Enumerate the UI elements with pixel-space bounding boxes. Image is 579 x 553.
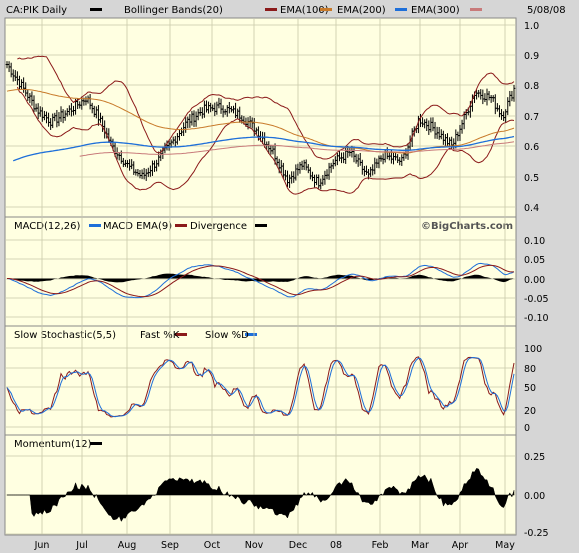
x-tick-label: Jul: [75, 540, 87, 551]
y-tick-label: 0.10: [524, 236, 545, 247]
y-tick-label: 0.00: [524, 275, 545, 286]
y-tick-label: 0.4: [524, 203, 539, 214]
price-legend-swatch: [90, 8, 102, 11]
macd-panel: MACD(12,26) MACD EMA(9) Divergence ©BigC…: [4, 216, 549, 327]
y-tick-label: 0.5: [524, 173, 539, 184]
legend-ema200-swatch: [395, 8, 407, 11]
macd-signal-line: [7, 264, 514, 298]
macd-legend-swatch-1: [89, 224, 101, 227]
y-tick-label: -0.05: [524, 294, 549, 305]
price-y-axis: 1.0 0.9 0.8 0.7 0.6 0.5 0.4: [524, 21, 539, 214]
y-tick-label: -0.10: [524, 313, 549, 324]
legend-ema300: EMA(300): [411, 5, 460, 16]
stoch-legend-1: Fast %K: [140, 330, 180, 341]
price-panel: 1.0 0.9 0.8 0.7 0.6 0.5 0.4: [4, 17, 539, 218]
x-tick-label: Sep: [161, 540, 179, 551]
stoch-legend-2: Slow %D: [205, 330, 249, 341]
macd-divergence-area: [7, 273, 514, 283]
x-tick-label: 08: [330, 540, 342, 551]
y-tick-label: 0.9: [524, 51, 539, 62]
ema300-line: [79, 141, 515, 157]
y-tick-label: 1.0: [524, 21, 539, 32]
macd-lines: [6, 262, 515, 299]
ema200-line: [12, 135, 515, 162]
momentum-y-axis: 0.25 0.00 -0.25: [524, 452, 549, 539]
stochastic-gridlines: [6, 327, 515, 434]
stochastic-panel-bg: [4, 325, 517, 436]
stochastic-lines: [6, 356, 515, 418]
y-tick-label: -0.25: [524, 528, 549, 539]
macd-panel-bg: [4, 216, 517, 327]
x-tick-label: May: [495, 540, 515, 551]
y-tick-label: 0.25: [524, 452, 545, 463]
stoch-legend-swatch-2: [245, 333, 257, 336]
symbol-label: CA:PIK Daily: [6, 5, 67, 16]
stochastic-panel: Slow Stochastic(5,5) Fast %K Slow %D 100…: [4, 325, 542, 436]
watermark: ©BigCharts.com: [421, 221, 513, 232]
x-tick-label: Mar: [411, 540, 429, 551]
macd-line: [6, 262, 515, 299]
x-tick-label: Jun: [34, 540, 50, 551]
bollinger-lower-line: [16, 86, 515, 195]
x-tick-label: Nov: [245, 540, 264, 551]
momentum-legend-swatch: [90, 442, 102, 445]
stochastic-title: Slow Stochastic(5,5): [14, 330, 116, 341]
y-tick-label: 50: [524, 383, 536, 394]
x-tick-label: Feb: [372, 540, 389, 551]
momentum-area: [7, 467, 515, 522]
legend-bollinger: Bollinger Bands(20): [124, 5, 223, 16]
macd-legend-1: MACD EMA(9): [103, 221, 172, 232]
x-tick-label: Dec: [289, 540, 307, 551]
legend-bollinger-swatch: [265, 8, 277, 11]
macd-legend-swatch-2: [175, 224, 187, 227]
stoch-legend-swatch-1: [175, 333, 187, 336]
x-tick-label: Oct: [204, 540, 221, 551]
macd-legend-swatch-3: [255, 224, 267, 227]
y-tick-label: 0.6: [524, 142, 539, 153]
y-tick-label: 0: [524, 423, 530, 434]
y-tick-label: 0.7: [524, 112, 539, 123]
y-tick-label: 80: [524, 364, 536, 375]
y-tick-label: 0.05: [524, 255, 545, 266]
bollinger-upper-line: [17, 55, 515, 160]
legend-ema100-swatch: [320, 8, 332, 11]
y-tick-label: 0.8: [524, 81, 539, 92]
legend-ema300-swatch: [470, 8, 482, 11]
price-indicator-lines: [6, 55, 515, 195]
momentum-panel: Momentum(12) 0.25 0.00 -0.25: [4, 434, 549, 539]
macd-y-axis: 0.10 0.05 0.00 -0.05 -0.10: [524, 236, 549, 324]
y-tick-label: 0.00: [524, 491, 545, 502]
legend-ema200: EMA(200): [337, 5, 386, 16]
price-bars: [5, 61, 516, 190]
momentum-title: Momentum(12): [14, 439, 92, 450]
momentum-area-fill: [7, 467, 515, 522]
y-tick-label: 20: [524, 406, 536, 417]
macd-legend-2: Divergence: [190, 221, 247, 232]
legend-ema100: EMA(100): [280, 5, 329, 16]
y-tick-label: 100: [524, 344, 542, 355]
x-tick-label: Apr: [452, 540, 469, 551]
chart-header: CA:PIK Daily Bollinger Bands(20) EMA(100…: [6, 5, 566, 16]
date-label: 5/08/08: [527, 5, 566, 16]
fast-k-line: [6, 356, 515, 418]
slow-d-line: [6, 356, 515, 418]
x-tick-label: Aug: [118, 540, 137, 551]
x-axis: Jun Jul Aug Sep Oct Nov Dec 08 Feb Mar Apr May: [34, 540, 516, 551]
stochastic-y-axis: 100 80 50 20 0: [524, 344, 542, 434]
macd-title: MACD(12,26): [14, 221, 81, 232]
